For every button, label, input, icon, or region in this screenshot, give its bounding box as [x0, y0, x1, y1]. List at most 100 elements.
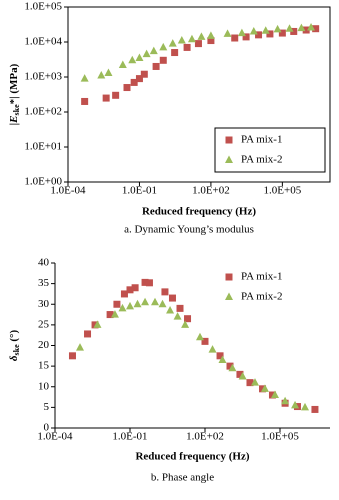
data-point [251, 378, 259, 386]
data-point [149, 46, 158, 55]
legend-marker [225, 273, 233, 281]
y-tick-label: 10 [38, 380, 50, 392]
x-axis-label: Reduced frequency (Hz) [142, 206, 256, 218]
data-point [249, 26, 258, 35]
x-tick-label: 1.0E+02 [192, 185, 230, 197]
data-point [140, 70, 148, 78]
data-point [228, 363, 237, 372]
y-axis-label: |Eske*| (MPa) [8, 63, 21, 125]
data-point [131, 284, 139, 292]
x-tick-label: 1.0E-01 [122, 185, 157, 197]
data-point [187, 34, 196, 43]
data-point [184, 315, 192, 323]
y-tick-label: 1.0E+02 [24, 106, 62, 118]
caption: b. Phase angle [151, 472, 214, 484]
data-point [91, 321, 99, 329]
data-point [113, 300, 121, 308]
x-tick-label: 1.0E+02 [186, 431, 224, 443]
data-point [128, 55, 137, 64]
legend-marker [225, 136, 233, 144]
data-point [76, 343, 84, 351]
data-point [159, 56, 167, 64]
legend-marker [225, 292, 233, 300]
legend-label: PA mix-2 [241, 154, 282, 166]
data-point [126, 286, 134, 294]
y-tick-label: 30 [38, 298, 50, 310]
data-point [246, 379, 254, 387]
y-tick-label: 25 [38, 318, 50, 330]
data-point [68, 352, 76, 360]
data-point [171, 49, 179, 57]
data-point [242, 33, 250, 41]
data-point [261, 26, 270, 34]
data-point [237, 28, 246, 37]
data-point [80, 74, 89, 82]
data-point [176, 304, 184, 312]
data-point [307, 22, 316, 31]
data-point [158, 299, 167, 308]
data-point [141, 297, 150, 306]
y-tick-label: 35 [38, 277, 50, 289]
data-point [281, 396, 290, 405]
data-point [135, 53, 144, 61]
legend-box [214, 127, 326, 173]
data-point [168, 39, 177, 47]
x-tick-label: 1.0E-01 [112, 431, 147, 443]
data-point [93, 320, 102, 328]
data-point [120, 290, 128, 298]
data-point [173, 312, 182, 320]
x-tick-label: 1.0E+05 [264, 185, 302, 197]
data-point [177, 36, 186, 44]
data-point [194, 40, 202, 48]
data-point [142, 49, 151, 58]
data-point [118, 303, 127, 312]
data-point [145, 279, 153, 287]
y-tick-label: 5 [44, 401, 50, 413]
data-point [297, 23, 306, 32]
legend-marker [225, 155, 233, 163]
data-point [260, 384, 269, 392]
y-label-rest: *| (MPa) [8, 63, 20, 104]
y-axis-label: δske (°) [8, 330, 21, 362]
plot-frame [67, 6, 331, 183]
data-point [266, 30, 274, 38]
data-point [141, 278, 149, 286]
data-point [159, 42, 168, 51]
data-point [291, 400, 300, 409]
caption: a. Dynamic Young’s modulus [124, 224, 254, 236]
y-tick-label: 1.0E+03 [24, 71, 62, 83]
data-point [168, 294, 176, 302]
data-point [285, 24, 294, 32]
data-point [161, 288, 169, 296]
y-tick-label: 1.0E+01 [24, 141, 62, 153]
data-point [201, 337, 209, 345]
data-point [135, 75, 143, 83]
x-axis-label: Reduced frequency (Hz) [135, 451, 249, 463]
data-point [290, 27, 298, 35]
data-point [312, 25, 320, 33]
data-point [151, 297, 159, 306]
data-point [130, 78, 138, 86]
x-tick-label: 1.0E-04 [50, 185, 86, 197]
y-label-main: δ [8, 355, 20, 361]
y-label-rest: (°) [8, 330, 20, 345]
data-point [268, 391, 276, 399]
data-point [273, 24, 282, 33]
y-label-main: |E [8, 115, 20, 125]
data-point [238, 371, 247, 380]
data-point [110, 310, 119, 318]
y-label-sub: ske [12, 104, 21, 116]
data-point [123, 84, 131, 92]
data-point [278, 29, 286, 37]
data-point [133, 299, 142, 308]
legend-label: PA mix-1 [241, 271, 282, 283]
y-tick-label: 0 [44, 422, 50, 434]
data-point [216, 352, 224, 360]
data-point [84, 330, 92, 338]
data-point [112, 91, 120, 99]
data-point [207, 37, 215, 45]
data-point [223, 29, 232, 37]
y-tick-label: 15 [38, 360, 50, 372]
data-point [270, 390, 279, 398]
